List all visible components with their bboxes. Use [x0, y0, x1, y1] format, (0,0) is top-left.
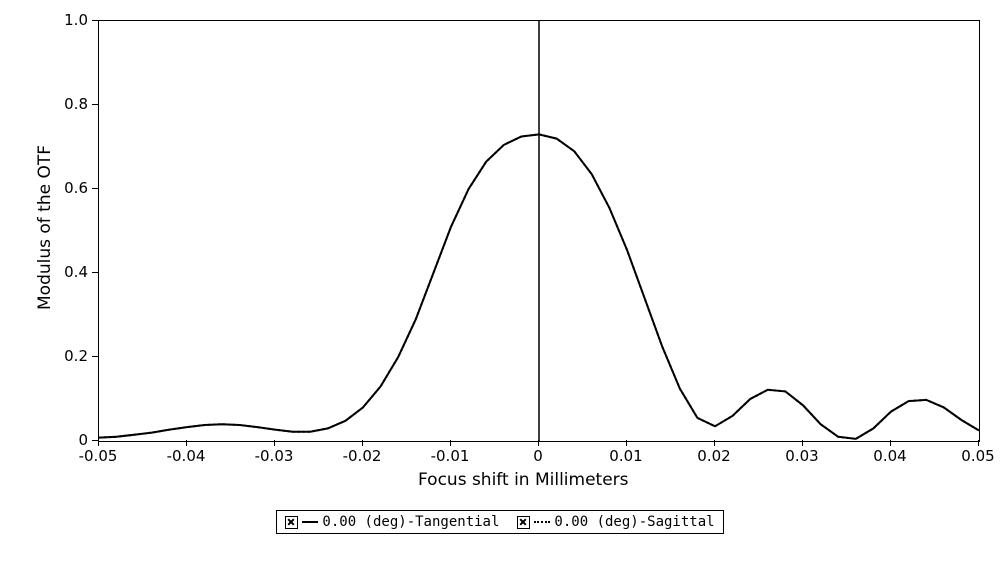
y-tick-label: 0.6: [64, 179, 88, 197]
legend-line-dotted: [534, 521, 550, 523]
y-tick-label: 1.0: [64, 11, 88, 29]
x-tick-label: -0.05: [79, 447, 118, 465]
legend: 0.00 (deg)-Tangential 0.00 (deg)-Sagitta…: [276, 510, 724, 534]
legend-checkbox-icon: [517, 516, 530, 529]
legend-line-solid: [302, 521, 318, 523]
chart-svg: [99, 21, 979, 441]
x-tick-label: 0.05: [961, 447, 994, 465]
x-tick-label: 0.03: [785, 447, 818, 465]
x-tick-label: -0.01: [431, 447, 470, 465]
legend-item-tangential: 0.00 (deg)-Tangential: [285, 514, 499, 530]
x-tick-label: -0.04: [167, 447, 206, 465]
x-tick-label: 0.02: [697, 447, 730, 465]
x-tick-label: -0.03: [255, 447, 294, 465]
legend-label: 0.00 (deg)-Tangential: [322, 514, 499, 530]
x-axis-label: Focus shift in Millimeters: [418, 470, 629, 490]
x-tick-label: 0: [533, 447, 543, 465]
y-tick-label: 0.2: [64, 347, 88, 365]
legend-checkbox-icon: [285, 516, 298, 529]
legend-item-sagittal: 0.00 (deg)-Sagittal: [517, 514, 714, 530]
y-axis-label: Modulus of the OTF: [35, 145, 55, 310]
y-tick-label: 0: [78, 431, 88, 449]
x-tick-label: -0.02: [343, 447, 382, 465]
plot-area: [98, 20, 980, 442]
chart-container: -0.05 -0.04 -0.03 -0.02 -0.01 0 0.01 0.02 0.03 0.…: [10, 10, 990, 500]
x-tick-label: 0.01: [609, 447, 642, 465]
legend-label: 0.00 (deg)-Sagittal: [554, 514, 714, 530]
x-tick-label: 0.04: [873, 447, 906, 465]
y-tick-label: 0.8: [64, 95, 88, 113]
y-tick-label: 0.4: [64, 263, 88, 281]
